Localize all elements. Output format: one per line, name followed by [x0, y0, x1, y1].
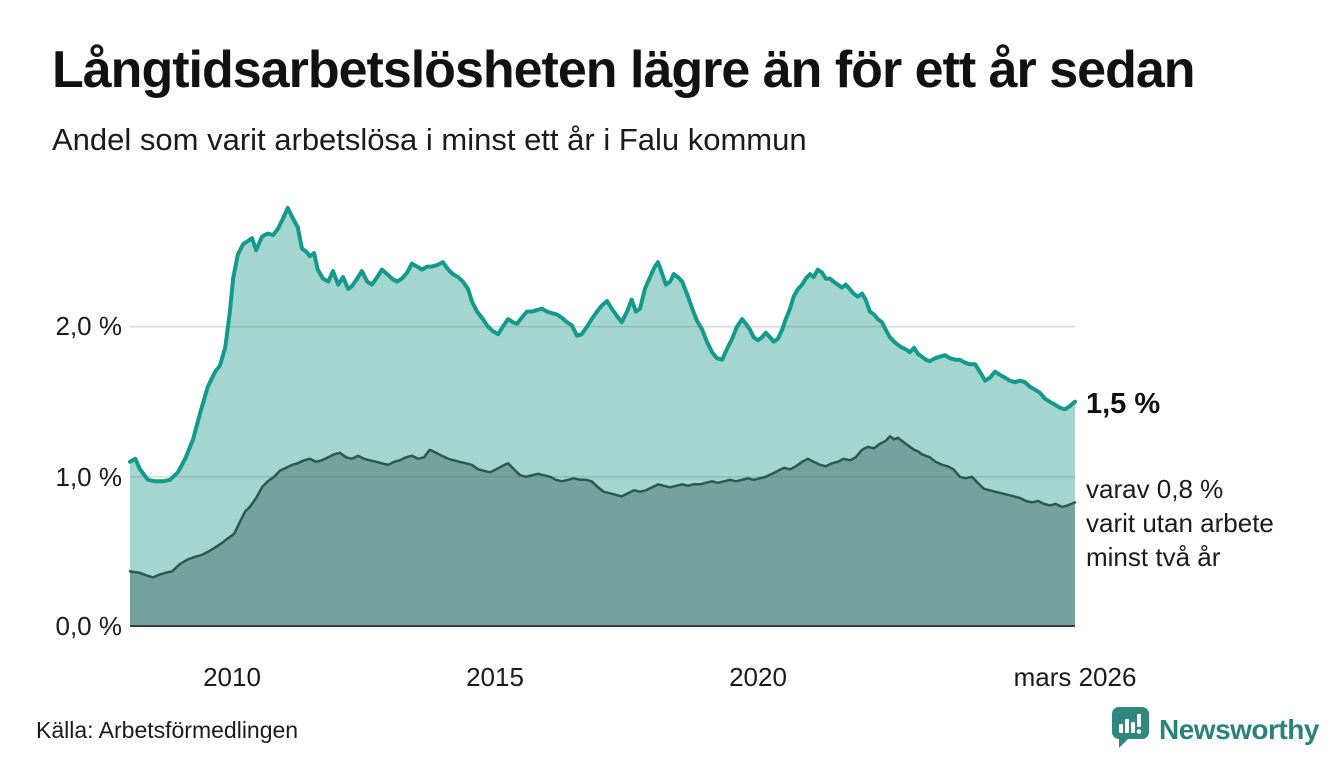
- end-value-label: 1,5 %: [1086, 388, 1161, 420]
- y-tick-label-2: 2,0 %: [55, 311, 123, 341]
- chart-svg: [128, 206, 1077, 627]
- page-title: Långtidsarbetslösheten lägre än för ett …: [52, 41, 1196, 99]
- newsworthy-brand: Newsworthy: [1110, 706, 1319, 753]
- x-tick-mars-2026: mars 2026: [1013, 662, 1137, 692]
- gridlines: [130, 325, 1075, 478]
- line-min-two-years: [128, 435, 1077, 579]
- newsworthy-logo-icon: [1110, 706, 1150, 753]
- chart-plot-area: [128, 190, 1077, 627]
- x-tick-2010: 2010: [203, 662, 261, 692]
- page-subtitle: Andel som varit arbetslösa i minst ett å…: [52, 122, 807, 157]
- y-tick-label-1: 1,0 %: [55, 462, 123, 492]
- line-min-one-year: [128, 206, 1077, 484]
- source-note: Källa: Arbetsförmedlingen: [36, 717, 299, 743]
- y-tick-label-0: 0,0 %: [55, 611, 123, 641]
- x-tick-2020: 2020: [729, 662, 787, 692]
- sub-annotation: varav 0,8 % varit utan arbete minst två …: [1086, 474, 1274, 572]
- x-tick-2015: 2015: [466, 662, 524, 692]
- area-min-two-years: [130, 436, 1075, 627]
- newsworthy-wordmark: Newsworthy: [1159, 713, 1319, 745]
